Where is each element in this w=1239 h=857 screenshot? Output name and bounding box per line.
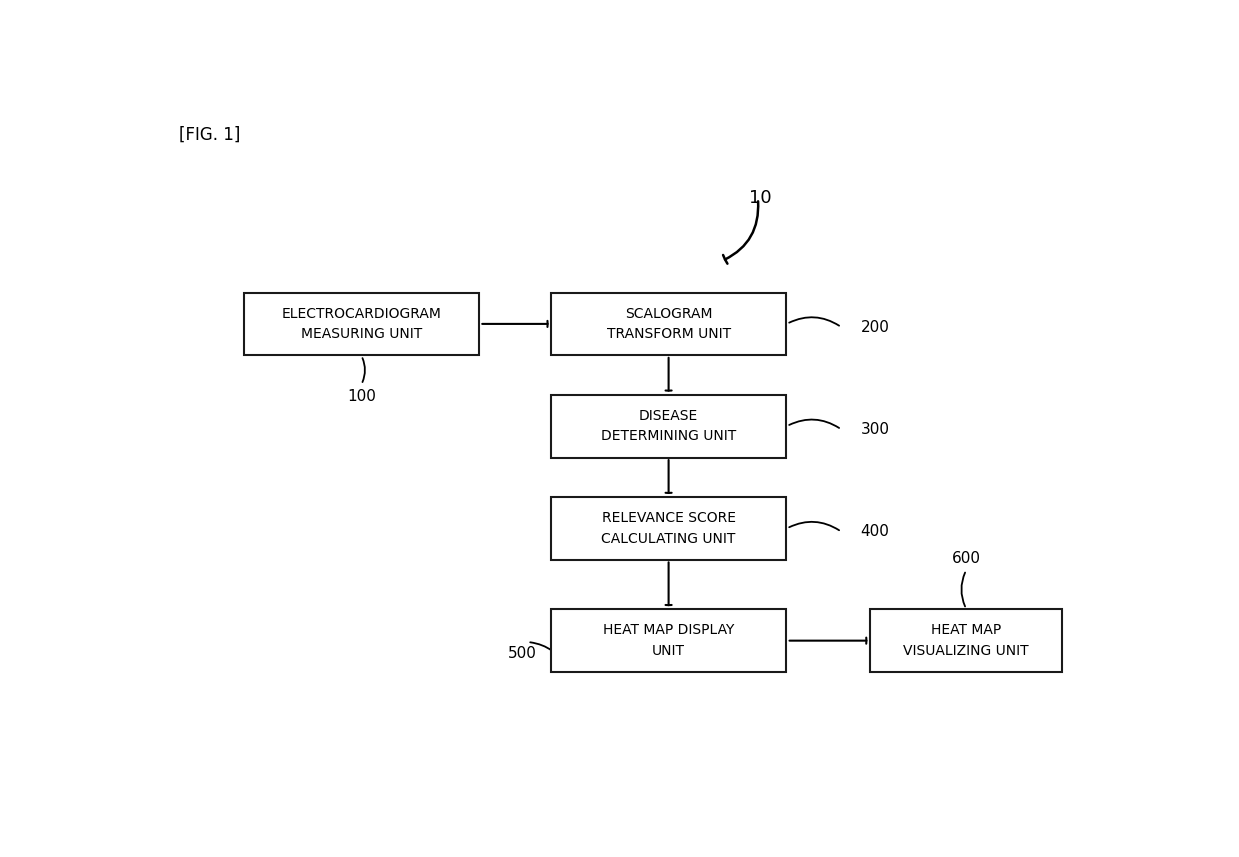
Text: 300: 300 bbox=[861, 422, 890, 437]
FancyBboxPatch shape bbox=[551, 609, 787, 672]
Text: RELEVANCE SCORE
CALCULATING UNIT: RELEVANCE SCORE CALCULATING UNIT bbox=[601, 511, 736, 546]
FancyBboxPatch shape bbox=[244, 292, 479, 356]
Text: ELECTROCARDIOGRAM
MEASURING UNIT: ELECTROCARDIOGRAM MEASURING UNIT bbox=[281, 307, 441, 341]
Text: SCALOGRAM
TRANSFORM UNIT: SCALOGRAM TRANSFORM UNIT bbox=[607, 307, 731, 341]
FancyBboxPatch shape bbox=[551, 292, 787, 356]
Text: 500: 500 bbox=[508, 646, 538, 662]
Text: 100: 100 bbox=[347, 389, 375, 404]
FancyBboxPatch shape bbox=[551, 395, 787, 458]
FancyBboxPatch shape bbox=[551, 497, 787, 560]
Text: [FIG. 1]: [FIG. 1] bbox=[178, 126, 240, 144]
Text: 600: 600 bbox=[952, 551, 981, 566]
Text: 200: 200 bbox=[861, 320, 890, 335]
Text: HEAT MAP
VISUALIZING UNIT: HEAT MAP VISUALIZING UNIT bbox=[903, 623, 1030, 658]
FancyBboxPatch shape bbox=[870, 609, 1062, 672]
Text: 10: 10 bbox=[748, 189, 771, 207]
Text: 400: 400 bbox=[861, 524, 890, 539]
Text: DISEASE
DETERMINING UNIT: DISEASE DETERMINING UNIT bbox=[601, 409, 736, 443]
Text: HEAT MAP DISPLAY
UNIT: HEAT MAP DISPLAY UNIT bbox=[603, 623, 735, 658]
